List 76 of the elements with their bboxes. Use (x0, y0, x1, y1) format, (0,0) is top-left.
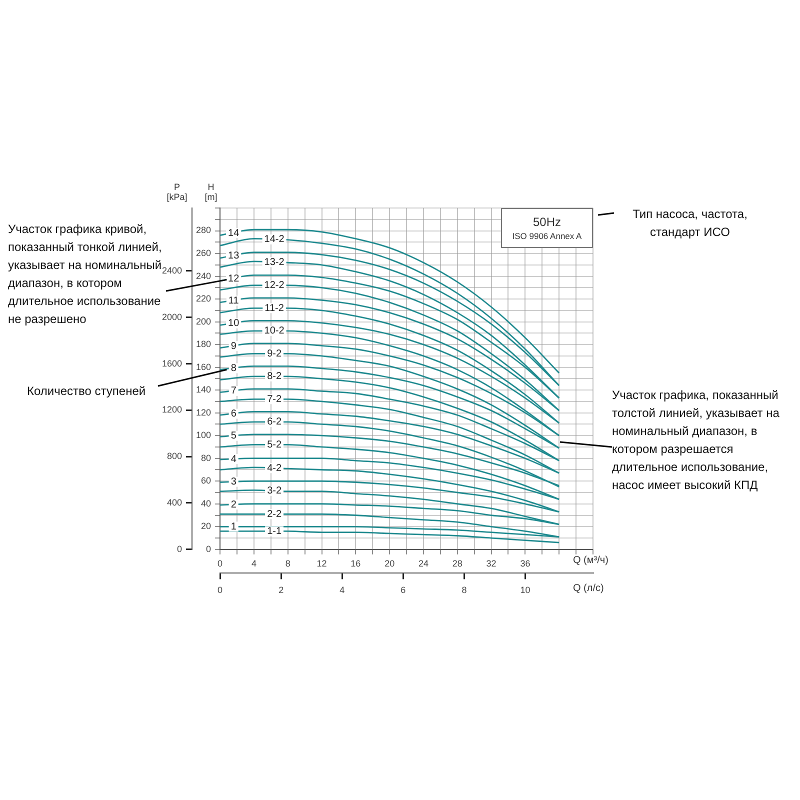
x-tick-label: 0 (218, 558, 223, 568)
y-tick-label: 220 (196, 294, 212, 304)
y-tick-label: 160 (196, 362, 212, 372)
x2-tick-label: 10 (520, 585, 530, 596)
x-axis-title: Q (м³/ч) (573, 555, 608, 566)
series-label: 1-1 (267, 526, 282, 537)
x2-tick-label: 6 (400, 585, 406, 596)
series-label: 4-2 (267, 462, 282, 474)
series-label: 8 (230, 362, 237, 374)
y-tick-label: 180 (196, 339, 212, 350)
y2-tick-label: 0 (177, 544, 182, 554)
y-tick-label: 40 (201, 498, 212, 508)
y2-tick-label: 800 (166, 451, 182, 462)
series-label: 5 (230, 430, 237, 442)
series-label: 6-2 (267, 416, 282, 428)
series-label: 1 (230, 521, 237, 532)
x-tick-label: 28 (452, 558, 462, 568)
series-label: 2-2 (267, 508, 282, 520)
series-label: 12 (228, 273, 240, 284)
y-tick-label: 240 (196, 270, 212, 281)
y-tick-label: 60 (201, 476, 212, 486)
x2-tick-label: 2 (278, 585, 284, 596)
x-tick-label: 20 (384, 558, 395, 568)
series-label: 14-2 (264, 234, 285, 246)
x-tick-label: 36 (520, 558, 530, 568)
series-label: 13-2 (264, 256, 285, 268)
x2-tick-label: 0 (218, 585, 223, 596)
y-tick-label: 120 (196, 407, 212, 418)
series-label: 10 (228, 318, 240, 330)
series-label: 10-2 (264, 326, 285, 337)
series-label: 3-2 (267, 486, 282, 497)
series-label: 12-2 (264, 280, 285, 292)
series-label: 5-2 (267, 439, 282, 450)
series-label: 14 (228, 228, 240, 239)
series-label: 9-2 (267, 348, 282, 360)
y-tick-label: 20 (201, 521, 212, 532)
y2-tick-label: 1200 (162, 404, 182, 415)
x-tick-label: 12 (316, 558, 327, 568)
series-label: 3 (230, 476, 237, 488)
y-tick-label: 0 (206, 544, 212, 554)
y2-tick-label: 2000 (162, 312, 182, 322)
series-label: 7-2 (267, 394, 282, 405)
y2-axis-title: P [kPa] (166, 182, 188, 202)
y2-tick-label: 2400 (162, 265, 182, 276)
y-tick-label: 140 (196, 384, 212, 395)
series-label: 9 (230, 340, 237, 352)
x-tick-label: 32 (486, 558, 496, 568)
y2-tick-label: 1600 (162, 358, 182, 368)
y-tick-label: 280 (196, 225, 212, 236)
y-axis-title: H [m] (204, 182, 218, 202)
text: Участок графика, показанный толстой линией, указывает на номинальный диапазон, в котором разрешается длительное использование, насос имеет высокий КПД (612, 387, 780, 494)
text: 50Hz (532, 215, 562, 229)
y-tick-label: 80 (201, 452, 212, 463)
annotation: Участок графика кривой, показанный тонкой линией, указывает на номинальный диапазон, в котором длительное использование не разрешено (8, 222, 162, 326)
x-tick-label: 4 (251, 558, 256, 568)
y-tick-label: 100 (196, 430, 212, 440)
series-label: 6 (230, 408, 237, 420)
text: Тип насоса, частота, стандарт ИСО (632, 206, 748, 241)
y2-tick-label: 400 (166, 497, 182, 508)
series-label: 11-2 (264, 302, 284, 314)
series-label: 13 (228, 250, 240, 262)
series-label: 2 (230, 499, 237, 510)
text: ISO 9906 Annex A (511, 231, 583, 241)
series-label: 8-2 (267, 371, 282, 382)
x-tick-label: 24 (418, 558, 428, 568)
y-tick-label: 200 (196, 316, 212, 326)
series-label: 11 (228, 295, 240, 306)
x2-tick-label: 4 (340, 585, 345, 596)
series-label: 4 (230, 454, 237, 465)
x2-tick-label: 8 (462, 585, 467, 596)
x-tick-label: 8 (285, 558, 290, 568)
x2-axis-title: Q (л/с) (573, 583, 604, 594)
annotation: Количество ступеней (27, 383, 147, 400)
y-tick-label: 260 (196, 248, 212, 258)
series-label: 7 (230, 386, 237, 397)
x-tick-label: 16 (350, 558, 361, 568)
